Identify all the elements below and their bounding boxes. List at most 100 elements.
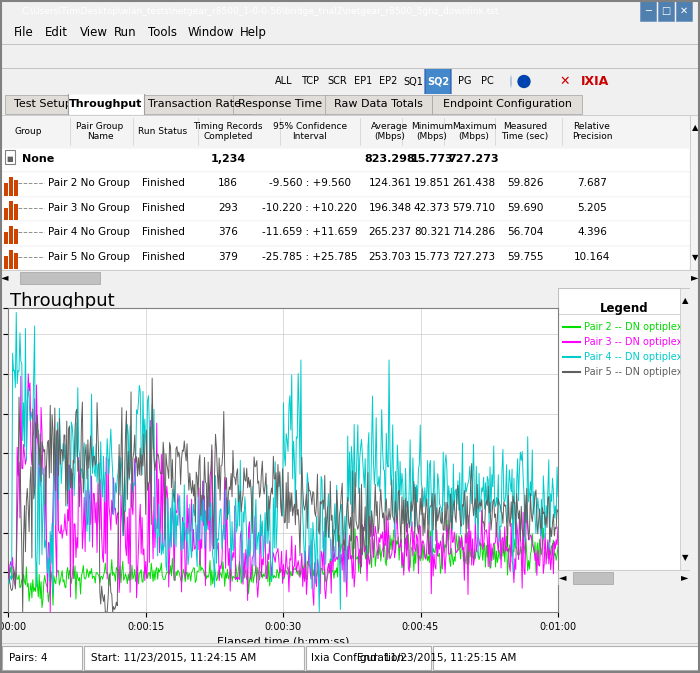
Text: Minimum
(Mbps): Minimum (Mbps) [411,122,453,141]
Text: Pair 3 -- DN optiplex: Pair 3 -- DN optiplex [584,337,682,347]
Bar [14,205,18,220]
Bar [20,271,100,283]
Text: -25.785 : +25.785: -25.785 : +25.785 [262,252,358,262]
Text: EP1: EP1 [354,77,372,87]
Text: ▲: ▲ [682,297,688,306]
Text: View: View [80,26,108,39]
Text: PC: PC [481,77,493,87]
Text: 1,234: 1,234 [211,154,246,164]
Text: -9.560 : +9.560: -9.560 : +9.560 [269,178,351,188]
Text: Endpoint Configuration: Endpoint Configuration [442,99,572,109]
Bar [84,646,304,670]
Text: 95% Confidence
Interval: 95% Confidence Interval [273,122,347,141]
Text: 42.373: 42.373 [414,203,450,213]
Bar [9,250,13,269]
Text: Pair 2 No Group: Pair 2 No Group [48,178,130,188]
Text: Maximum
(Mbps): Maximum (Mbps) [452,122,496,141]
Bar [0,172,690,197]
Text: □: □ [662,6,671,16]
Text: 59.690: 59.690 [507,203,543,213]
Text: -11.659 : +11.659: -11.659 : +11.659 [262,227,358,237]
Text: Pair 5 No Group: Pair 5 No Group [48,252,130,262]
Bar [4,183,8,196]
Bar [2,646,82,670]
Text: Group: Group [14,127,42,136]
Text: 5.205: 5.205 [577,203,607,213]
Text: PG: PG [458,77,472,87]
Text: Pair 4 -- DN optiplex: Pair 4 -- DN optiplex [584,352,682,362]
Text: ►: ► [692,273,699,283]
Text: Finished: Finished [141,203,184,213]
Bar [0,197,690,221]
Text: Throughput: Throughput [10,291,115,310]
Text: ◄: ◄ [1,273,8,283]
Bar [0,148,690,172]
Text: Tools: Tools [148,26,177,39]
Bar [325,95,432,114]
Bar [138,95,251,114]
Text: ✕: ✕ [680,6,688,16]
Text: 579.710: 579.710 [452,203,496,213]
Text: 714.286: 714.286 [452,227,496,237]
Text: IXIA: IXIA [581,75,609,88]
Bar [5,95,81,114]
Bar [0,221,690,246]
Text: 4.396: 4.396 [577,227,607,237]
Text: EP2: EP2 [379,77,397,87]
Text: Response Time: Response Time [238,99,323,109]
Text: Run Status: Run Status [139,127,188,136]
Text: Timing Records
Completed: Timing Records Completed [193,122,262,141]
Text: 59.826: 59.826 [507,178,543,188]
Text: Start: 11/23/2015, 11:24:15 AM: Start: 11/23/2015, 11:24:15 AM [91,653,256,663]
Bar [4,256,8,269]
Text: ■: ■ [7,156,13,162]
X-axis label: Elapsed time (h:mm:ss): Elapsed time (h:mm:ss) [217,637,349,647]
Text: Edit: Edit [45,26,68,39]
Text: SCR: SCR [327,77,347,87]
Text: ─: ─ [645,6,651,16]
Bar [9,177,13,196]
Bar [432,95,582,114]
Text: ▼: ▼ [692,253,699,262]
Text: ◄: ◄ [559,573,567,583]
Text: Window: Window [188,26,234,39]
Text: ▲: ▲ [692,122,699,132]
Text: -10.220 : +10.220: -10.220 : +10.220 [262,203,358,213]
Bar [233,95,328,114]
Text: Finished: Finished [141,227,184,237]
Bar [4,207,8,220]
Text: Relative
Precision: Relative Precision [572,122,612,141]
Text: ALL: ALL [275,77,293,87]
Text: SQ1: SQ1 [403,77,423,87]
Text: ▼: ▼ [682,553,688,561]
Bar [433,646,700,670]
Text: Pair 2 -- DN optiplex: Pair 2 -- DN optiplex [584,322,682,332]
Text: Ixia Configuration:: Ixia Configuration: [311,653,407,663]
Text: Finished: Finished [141,178,184,188]
Text: 10.164: 10.164 [574,252,610,262]
Text: 253.703: 253.703 [368,252,412,262]
Text: 261.438: 261.438 [452,178,496,188]
Text: C:\Users\Tim\Desktop\wlan_tests\netgear_r8500_1-0-0-56\bridge_trial2\netgear_r85: C:\Users\Tim\Desktop\wlan_tests\netgear_… [22,7,500,15]
Text: Pair 3 No Group: Pair 3 No Group [48,203,130,213]
Bar [68,93,144,115]
Text: Raw Data Totals: Raw Data Totals [334,99,423,109]
Text: Help: Help [240,26,267,39]
Text: 124.361: 124.361 [368,178,412,188]
Text: 379: 379 [218,252,238,262]
Bar [4,232,8,244]
Text: File: File [14,26,34,39]
Text: 293: 293 [218,203,238,213]
Text: 59.755: 59.755 [507,252,543,262]
Text: Pair 4 No Group: Pair 4 No Group [48,227,130,237]
Text: None: None [22,154,55,164]
Text: 823.298: 823.298 [365,154,415,164]
Text: Finished: Finished [141,252,184,262]
Text: 196.348: 196.348 [368,203,412,213]
Text: Average
(Mbps): Average (Mbps) [372,122,409,141]
Text: 19.851: 19.851 [414,178,450,188]
Text: ▲: ▲ [680,298,687,307]
Bar [640,1,656,21]
Text: 376: 376 [218,227,238,237]
Bar [14,253,18,269]
